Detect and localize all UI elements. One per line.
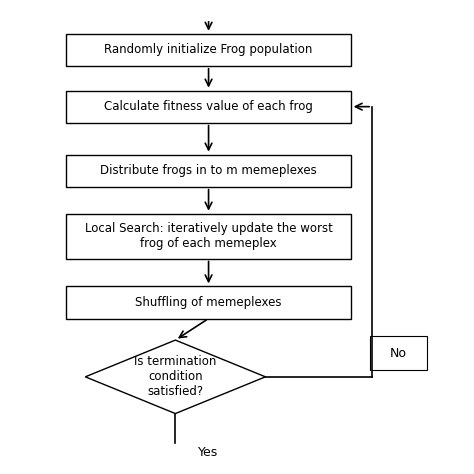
Polygon shape	[85, 340, 265, 413]
FancyBboxPatch shape	[66, 286, 351, 319]
FancyBboxPatch shape	[66, 34, 351, 66]
Text: Calculate fitness value of each frog: Calculate fitness value of each frog	[104, 100, 313, 113]
FancyBboxPatch shape	[66, 213, 351, 259]
Text: Shuffling of memeplexes: Shuffling of memeplexes	[135, 296, 282, 309]
Text: Distribute frogs in to m memeplexes: Distribute frogs in to m memeplexes	[100, 164, 317, 177]
Text: Local Search: iteratively update the worst
frog of each memeplex: Local Search: iteratively update the wor…	[85, 222, 332, 250]
Text: Yes: Yes	[199, 446, 219, 459]
FancyBboxPatch shape	[370, 336, 427, 370]
Text: Is termination
condition
satisfied?: Is termination condition satisfied?	[134, 356, 217, 398]
Text: No: No	[390, 346, 407, 360]
FancyBboxPatch shape	[66, 155, 351, 187]
FancyBboxPatch shape	[66, 91, 351, 123]
Text: Randomly initialize Frog population: Randomly initialize Frog population	[104, 43, 313, 56]
